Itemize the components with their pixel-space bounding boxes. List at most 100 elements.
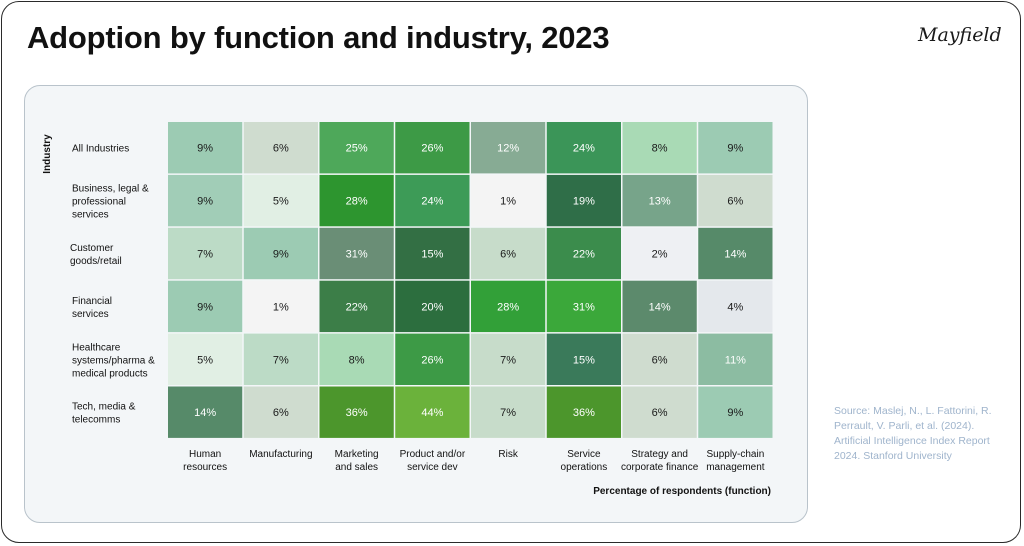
heatmap-cell bbox=[698, 386, 773, 438]
heatmap-cell bbox=[622, 386, 697, 438]
cell-value-label: 6% bbox=[652, 407, 668, 419]
column-label: Supply-chain management bbox=[706, 449, 765, 473]
row-label: All Industries bbox=[72, 144, 129, 155]
heatmap-cell bbox=[471, 333, 546, 385]
cell-value-label: 14% bbox=[649, 301, 671, 313]
heatmap-cell bbox=[622, 122, 697, 174]
column-label: Manufacturing bbox=[249, 449, 312, 460]
cell-value-label: 5% bbox=[273, 196, 289, 208]
cell-value-label: 8% bbox=[349, 354, 365, 366]
cell-value-label: 14% bbox=[194, 407, 216, 419]
row-label: Customer goods/retail bbox=[70, 243, 122, 267]
heatmap-cell bbox=[243, 227, 318, 280]
cell-value-label: 36% bbox=[346, 407, 368, 419]
cell-value-label: 14% bbox=[724, 249, 746, 261]
cell-value-label: 2% bbox=[652, 249, 668, 261]
heatmap-cell bbox=[622, 174, 697, 227]
heatmap-cell bbox=[243, 386, 318, 438]
cell-value-label: 12% bbox=[497, 143, 519, 155]
heatmap-cell bbox=[622, 333, 697, 385]
cell-value-label: 9% bbox=[197, 143, 213, 155]
cell-value-label: 5% bbox=[197, 354, 213, 366]
heatmap-cell bbox=[395, 386, 470, 438]
heatmap-cell bbox=[243, 122, 318, 174]
cell-value-label: 15% bbox=[421, 249, 443, 261]
heatmap-cell bbox=[395, 227, 470, 280]
y-axis-title: Industry bbox=[42, 134, 53, 174]
cell-value-label: 24% bbox=[421, 196, 443, 208]
heatmap-cell bbox=[395, 174, 470, 227]
heatmap-cell bbox=[622, 280, 697, 333]
column-label: Risk bbox=[498, 449, 518, 460]
heatmap-cell bbox=[319, 386, 394, 438]
heatmap-cell bbox=[243, 333, 318, 385]
heatmap-cell bbox=[243, 280, 318, 333]
cell-value-label: 22% bbox=[346, 301, 368, 313]
cell-value-label: 22% bbox=[573, 249, 595, 261]
cell-value-label: 6% bbox=[652, 354, 668, 366]
cell-value-label: 26% bbox=[421, 354, 443, 366]
cell-value-label: 36% bbox=[573, 407, 595, 419]
cell-value-label: 6% bbox=[500, 249, 516, 261]
row-label: Business, legal & professional services bbox=[72, 184, 149, 221]
cell-value-label: 7% bbox=[273, 354, 289, 366]
heatmap-cell bbox=[471, 280, 546, 333]
cell-value-label: 6% bbox=[273, 143, 289, 155]
cell-value-label: 25% bbox=[346, 143, 368, 155]
heatmap-cell bbox=[168, 174, 243, 227]
cell-value-label: 19% bbox=[573, 196, 595, 208]
heatmap-cell bbox=[319, 333, 394, 385]
source-note: Source: Maslej, N., L. Fattorini, R. Per… bbox=[834, 405, 992, 462]
heatmap-cell bbox=[546, 174, 621, 227]
cell-value-label: 28% bbox=[497, 301, 519, 313]
cell-value-label: 9% bbox=[197, 196, 213, 208]
cell-value-label: 11% bbox=[725, 354, 746, 366]
cell-value-label: 6% bbox=[727, 196, 743, 208]
heatmap-cell bbox=[168, 333, 243, 385]
cell-value-label: 44% bbox=[421, 407, 443, 419]
heatmap-cell bbox=[395, 333, 470, 385]
cell-value-label: 7% bbox=[500, 407, 516, 419]
cell-value-label: 7% bbox=[197, 249, 213, 261]
cell-value-label: 26% bbox=[421, 143, 443, 155]
cell-value-label: 7% bbox=[500, 354, 516, 366]
row-label: Financial services bbox=[72, 296, 112, 320]
cell-value-label: 9% bbox=[727, 407, 743, 419]
heatmap-cell bbox=[471, 122, 546, 174]
cell-value-label: 31% bbox=[346, 249, 368, 261]
heatmap-cell bbox=[698, 280, 773, 333]
cell-value-label: 13% bbox=[649, 196, 671, 208]
cell-value-label: 1% bbox=[500, 196, 516, 208]
heatmap-cell bbox=[168, 280, 243, 333]
heatmap-cell bbox=[698, 333, 773, 385]
heatmap-cell bbox=[546, 386, 621, 438]
cell-value-label: 9% bbox=[273, 249, 289, 261]
heatmap-cell bbox=[395, 122, 470, 174]
cell-value-label: 28% bbox=[346, 196, 368, 208]
cell-value-label: 1% bbox=[273, 301, 289, 313]
column-label: Product and/or service dev bbox=[400, 449, 466, 473]
row-label: Tech, media & telecomms bbox=[72, 402, 136, 426]
heatmap-cell bbox=[471, 227, 546, 280]
cell-value-label: 24% bbox=[573, 143, 595, 155]
heatmap-cell bbox=[698, 122, 773, 174]
heatmap-cell bbox=[698, 227, 773, 280]
heatmap-cell bbox=[546, 280, 621, 333]
x-axis-title: Percentage of respondents (function) bbox=[593, 486, 771, 497]
heatmap-cell bbox=[622, 227, 697, 280]
heatmap-cell bbox=[698, 174, 773, 227]
heatmap-cell bbox=[471, 174, 546, 227]
cell-value-label: 31% bbox=[573, 301, 595, 313]
heatmap-cell bbox=[546, 333, 621, 385]
heatmap-cell bbox=[471, 386, 546, 438]
cell-value-label: 9% bbox=[727, 143, 743, 155]
cell-value-label: 9% bbox=[197, 301, 213, 313]
column-label: Service operations bbox=[561, 449, 608, 473]
cell-value-label: 15% bbox=[573, 354, 595, 366]
heatmap-cell bbox=[319, 227, 394, 280]
cell-value-label: 8% bbox=[652, 143, 668, 155]
heatmap-cell bbox=[168, 122, 243, 174]
row-label: Healthcare systems/pharma & medical produc… bbox=[72, 342, 155, 379]
cell-value-label: 6% bbox=[273, 407, 289, 419]
